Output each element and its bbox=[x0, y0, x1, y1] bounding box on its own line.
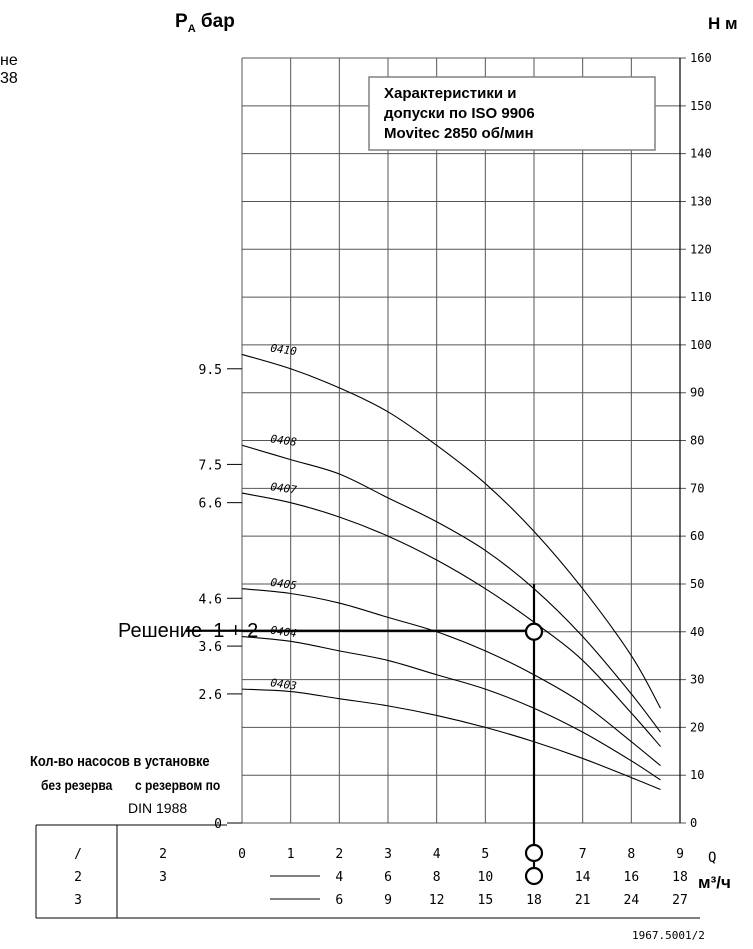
x-tick-row3-9: 27 bbox=[672, 893, 688, 908]
figure-code: 1967.5001/2 bbox=[632, 929, 705, 942]
x-tick-row2-4: 8 bbox=[433, 870, 441, 885]
pump-table-title: Кол-во насосов в установке bbox=[30, 752, 210, 769]
right-tick-label-60: 60 bbox=[690, 529, 704, 543]
right-tick-label-50: 50 bbox=[690, 577, 704, 591]
x-tick-row1-1: 1 bbox=[287, 847, 295, 862]
curve-label-0405: 0405 bbox=[270, 576, 298, 593]
right-tick-label-80: 80 bbox=[690, 434, 704, 448]
left-axis-title-main: P bbox=[175, 11, 188, 32]
left-tick-label-2.6: 2.6 bbox=[199, 688, 222, 703]
title-box bbox=[368, 76, 656, 151]
right-tick-label-40: 40 bbox=[690, 625, 704, 639]
q-label: Q bbox=[708, 850, 716, 866]
x-tick-row1-8: 8 bbox=[627, 847, 635, 862]
x-unit-label: м³/ч bbox=[698, 873, 731, 892]
x-tick-row2-3: 6 bbox=[384, 870, 392, 885]
x-tick-row3-5: 15 bbox=[478, 893, 494, 908]
curve-0405 bbox=[241, 588, 661, 767]
curve-0403 bbox=[241, 688, 661, 791]
axes: 0 10 20 30 40 50 60 70 80 90 100 110 120 130 140 150 160… bbox=[199, 51, 712, 832]
x-tick-row2-5: 10 bbox=[478, 870, 494, 885]
pump-count-table: /2 0 1 2 3 4 5 7 8 92 3 4 6 8 10 14 16 183 6 9 12 15 18 21 24 27 bbox=[35, 824, 700, 919]
left-tick-label-4.6: 4.6 bbox=[199, 592, 222, 607]
reserve-count-row-2: 3 bbox=[159, 870, 167, 885]
x-tick-row1-9: 9 bbox=[676, 847, 684, 862]
pump-table-col2-line2: DIN 1988 bbox=[128, 800, 187, 816]
curve-label-0403: 0403 bbox=[270, 676, 298, 693]
title-line-2: допуски по ISO 9906 bbox=[384, 105, 535, 122]
curve-0410 bbox=[241, 353, 662, 709]
x-tick-row1-3: 3 bbox=[384, 847, 392, 862]
right-tick-label-130: 130 bbox=[690, 194, 712, 208]
right-tick-label-100: 100 bbox=[690, 338, 712, 352]
pump-curves: 0410 0408 0407 0405 0404 0403 bbox=[241, 342, 662, 791]
left-axis-title-sub: A bbox=[188, 23, 196, 35]
x-tick-row2-7: 14 bbox=[575, 870, 591, 885]
x-tick-row3-2: 6 bbox=[335, 893, 343, 908]
right-tick-label-30: 30 bbox=[690, 673, 704, 687]
left-tick-label-3.6: 3.6 bbox=[199, 640, 222, 655]
curve-label-0407: 0407 bbox=[270, 480, 298, 497]
title-line-3: Movitec 2850 об/мин bbox=[384, 125, 534, 142]
left-tick-label-6.6: 6.6 bbox=[199, 497, 222, 512]
right-tick-label-120: 120 bbox=[690, 242, 712, 256]
x-tick-row1-0: 0 bbox=[238, 847, 246, 862]
pump-table-col2: с резервом по bbox=[135, 777, 220, 793]
x-tick-row2-9: 18 bbox=[672, 870, 688, 885]
curve-label-0408: 0408 bbox=[270, 432, 298, 449]
corner-fragment-2: 38 bbox=[0, 70, 18, 87]
pump-count-row-3: 3 bbox=[74, 893, 82, 908]
title-line-1: Характеристики и bbox=[384, 85, 516, 102]
solution-marker-row-1 bbox=[524, 843, 544, 863]
x-tick-row1-2: 2 bbox=[335, 847, 343, 862]
curve-0404 bbox=[241, 635, 661, 781]
left-tick-label-7.5: 7.5 bbox=[199, 458, 222, 473]
reserve-count-row-1: 2 bbox=[159, 847, 167, 862]
x-tick-row1-4: 4 bbox=[433, 847, 441, 862]
x-tick-row1-5: 5 bbox=[481, 847, 489, 862]
x-tick-row3-8: 24 bbox=[624, 893, 640, 908]
x-tick-row3-6: 18 bbox=[526, 893, 542, 908]
corner-fragment-1: не bbox=[0, 52, 18, 69]
right-tick-label-150: 150 bbox=[690, 99, 712, 113]
right-tick-label-110: 110 bbox=[690, 290, 712, 304]
left-tick-label-9.5: 9.5 bbox=[199, 363, 222, 378]
right-axis-title: H м bbox=[708, 14, 738, 33]
left-axis-title-unit: бар bbox=[196, 11, 235, 32]
x-tick-row3-4: 12 bbox=[429, 893, 445, 908]
right-tick-label-10: 10 bbox=[690, 768, 704, 782]
right-tick-label-0: 0 bbox=[690, 816, 697, 830]
x-tick-row3-7: 21 bbox=[575, 893, 591, 908]
grid bbox=[241, 57, 686, 824]
pump-table-col1: без резерва bbox=[41, 777, 113, 793]
solution-marker-circle bbox=[524, 622, 544, 641]
solution-marker-group bbox=[186, 583, 544, 886]
solution-label: Решение 1 + 2 bbox=[118, 620, 258, 642]
pump-count-row-1: / bbox=[74, 847, 82, 862]
right-tick-label-20: 20 bbox=[690, 720, 704, 734]
x-tick-row2-8: 16 bbox=[624, 870, 640, 885]
right-tick-label-70: 70 bbox=[690, 481, 704, 495]
curve-0408 bbox=[241, 444, 661, 733]
curve-label-0410: 0410 bbox=[270, 342, 298, 359]
x-tick-row3-3: 9 bbox=[384, 893, 392, 908]
right-tick-label-90: 90 bbox=[690, 386, 704, 400]
x-tick-row2-2: 4 bbox=[335, 870, 343, 885]
curve-label-0404: 0404 bbox=[270, 624, 298, 641]
right-tick-label-160: 160 bbox=[690, 51, 712, 65]
solution-marker-row-2 bbox=[524, 866, 544, 886]
left-axis-title: PA бар bbox=[175, 11, 235, 35]
x-tick-row1-7: 7 bbox=[579, 847, 587, 862]
curve-0407 bbox=[241, 492, 661, 747]
right-tick-label-140: 140 bbox=[690, 147, 712, 161]
pump-count-row-2: 2 bbox=[74, 870, 82, 885]
